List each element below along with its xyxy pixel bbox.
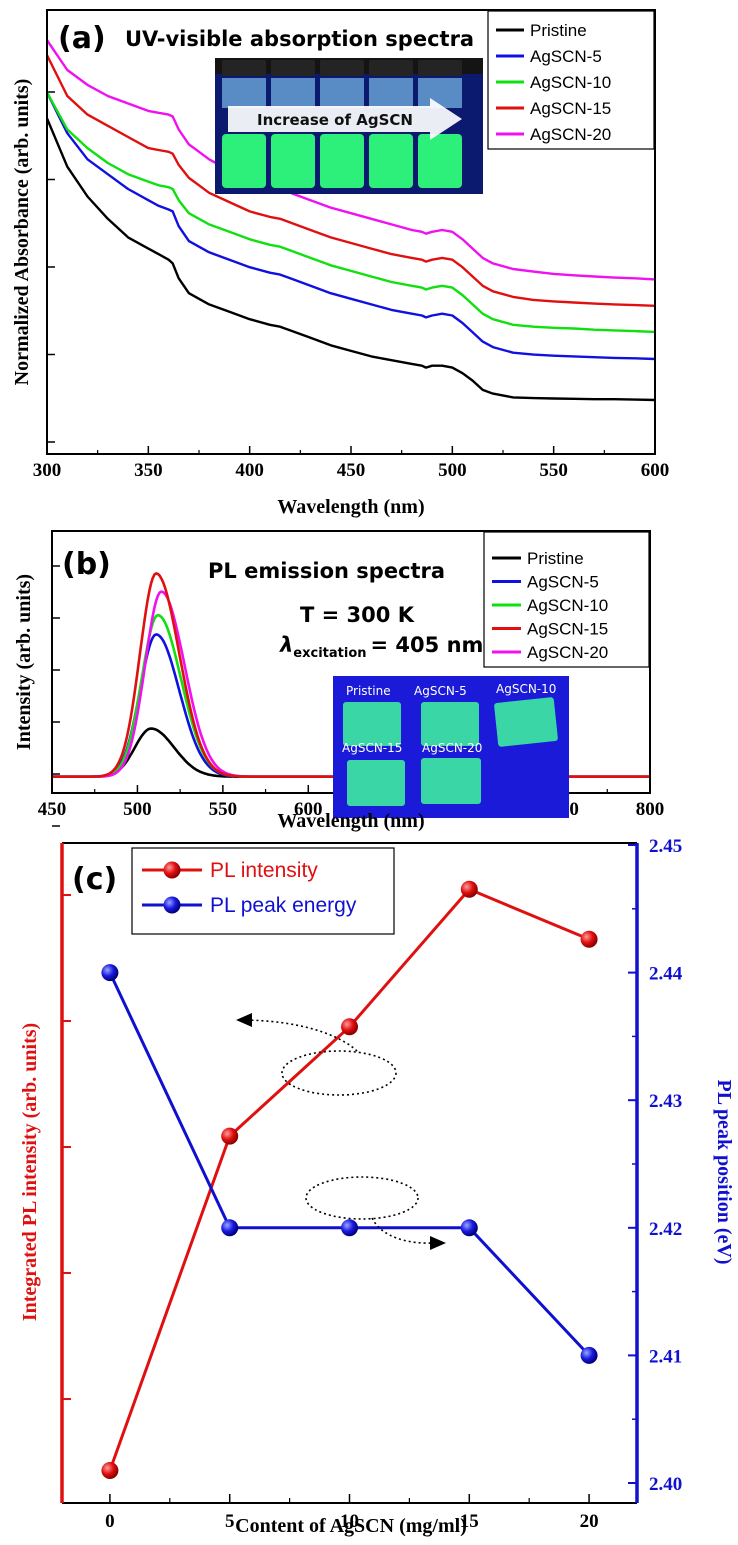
panel-b-title: PL emission spectra bbox=[208, 559, 445, 583]
panel-b-xlabel: Wavelength (nm) bbox=[277, 810, 424, 832]
excitation-condition: λexcitation = 405 nm bbox=[279, 633, 483, 661]
panel-a-ylabel: Normalized Absorbance (arb. units) bbox=[11, 79, 33, 386]
series-line-agscn-20 bbox=[46, 39, 656, 281]
panel-c-ytick-right-label: 2.43 bbox=[649, 1091, 682, 1112]
legend-label-pristine: Pristine bbox=[527, 549, 584, 568]
series-line-agscn-10 bbox=[45, 91, 656, 334]
legend-marker-pl-peak-energy bbox=[163, 896, 181, 914]
panel-b: 450500550600650700750800 (b) PL emission… bbox=[13, 530, 665, 832]
panel-a-legend: Pristine AgSCN-5 AgSCN-10 AgSCN-15 AgSCN-20 bbox=[487, 10, 655, 150]
panel-c-xtick-label: 0 bbox=[105, 1511, 115, 1532]
legend-label-agscn-10: AgSCN-10 bbox=[530, 73, 611, 92]
panel-a-xtick-label: 550 bbox=[539, 460, 568, 481]
panel-c-series bbox=[101, 880, 598, 1479]
film-samples-photo: Pristine AgSCN-5 AgSCN-10 AgSCN-15 AgSCN… bbox=[333, 676, 569, 818]
panel-c-xtick-label: 5 bbox=[225, 1511, 235, 1532]
panel-a: 300 350 400 450 500 550 600 (a) UV-visible abs… bbox=[11, 9, 670, 518]
panel-a-frame bbox=[46, 9, 656, 455]
panel-c: 0 5 10 15 20 2.40 2.41 2.42 2.43 2.44 2.45 (c) PL … bbox=[19, 836, 735, 1537]
panel-c-ticks: 0 5 10 15 20 2.40 2.41 2.42 2.43 2.44 2.45 bbox=[62, 836, 683, 1532]
series-point-pl-peak-energy bbox=[460, 1219, 478, 1237]
series-point-pl-peak-energy bbox=[221, 1219, 239, 1237]
panel-a-title: UV-visible absorption spectra bbox=[125, 27, 474, 51]
legend-label-agscn-10: AgSCN-10 bbox=[527, 596, 608, 615]
panel-b-xtick-label: 550 bbox=[209, 799, 238, 820]
film-label-pristine: Pristine bbox=[346, 684, 391, 698]
legend-label-agscn-20: AgSCN-20 bbox=[527, 643, 608, 662]
vial-array-photo bbox=[215, 58, 483, 194]
panel-c-xtick-label: 20 bbox=[580, 1511, 599, 1532]
panel-c-label: (c) bbox=[72, 862, 117, 897]
panel-b-xtick-label: 800 bbox=[636, 799, 665, 820]
film-label-agscn15: AgSCN-15 bbox=[342, 741, 402, 755]
panel-b-xtick-label: 450 bbox=[38, 799, 67, 820]
lambda-symbol: λ bbox=[279, 633, 293, 657]
series-point-pl-intensity bbox=[460, 880, 478, 898]
panel-b-xtick-label: 600 bbox=[294, 799, 323, 820]
legend-label-pl-intensity: PL intensity bbox=[210, 859, 318, 882]
series-point-pl-intensity bbox=[221, 1127, 239, 1145]
series-line-agscn-15 bbox=[45, 54, 656, 307]
series-line-pristine bbox=[45, 117, 656, 402]
series-point-pl-intensity bbox=[341, 1018, 358, 1036]
legend-label-pl-peak-energy: PL peak energy bbox=[210, 894, 357, 917]
film-label-agscn10: AgSCN-10 bbox=[496, 682, 556, 696]
vial-photo-caption: Increase of AgSCN bbox=[257, 111, 413, 129]
panel-c-ytick-right-label: 2.41 bbox=[649, 1346, 682, 1367]
panel-c-xtick-label: 10 bbox=[340, 1511, 359, 1532]
arrow-left-icon bbox=[236, 1013, 252, 1027]
panel-a-xtick-label: 400 bbox=[235, 460, 264, 481]
panel-a-xtick-label: 600 bbox=[641, 460, 670, 481]
legend-marker-pl-intensity bbox=[163, 861, 181, 879]
series-point-pl-intensity bbox=[101, 1462, 119, 1479]
panel-b-xtick-label: 500 bbox=[123, 799, 152, 820]
panel-b-label: (b) bbox=[62, 547, 111, 582]
panel-a-xlabel: Wavelength (nm) bbox=[277, 496, 424, 518]
panel-c-xlabel: Content of AgSCN (mg/ml) bbox=[235, 1515, 467, 1537]
series-point-pl-peak-energy bbox=[101, 964, 119, 982]
panel-c-xtick-label: 15 bbox=[460, 1511, 479, 1532]
panel-a-series bbox=[45, 39, 656, 402]
film-label-agscn20: AgSCN-20 bbox=[422, 741, 482, 755]
panel-a-label: (a) bbox=[58, 21, 106, 56]
film-label-agscn5: AgSCN-5 bbox=[414, 684, 467, 698]
panel-c-legend: PL intensity PL peak energy bbox=[131, 847, 395, 935]
legend-label-agscn-20: AgSCN-20 bbox=[530, 125, 611, 144]
lambda-value: = 405 nm bbox=[371, 633, 484, 657]
panel-b-legend: Pristine AgSCN-5 AgSCN-10 AgSCN-15 AgSCN-20 bbox=[483, 531, 650, 668]
series-point-pl-peak-energy bbox=[580, 1346, 598, 1364]
legend-label-agscn-5: AgSCN-5 bbox=[530, 47, 602, 66]
legend-label-agscn-15: AgSCN-15 bbox=[530, 99, 611, 118]
panel-c-ytick-right-label: 2.42 bbox=[649, 1219, 682, 1240]
panel-c-ylabel-right: PL peak position (eV) bbox=[713, 1079, 735, 1264]
series-point-pl-intensity bbox=[580, 930, 598, 948]
panel-a-xtick-label: 350 bbox=[134, 460, 163, 481]
temperature-condition: T = 300 K bbox=[300, 603, 415, 627]
series-line-agscn-5 bbox=[45, 91, 656, 361]
legend-label-agscn-5: AgSCN-5 bbox=[527, 573, 599, 592]
legend-label-agscn-15: AgSCN-15 bbox=[527, 620, 608, 639]
panel-c-ytick-right-label: 2.44 bbox=[649, 964, 683, 985]
lambda-subscript: excitation bbox=[293, 646, 366, 661]
legend-label-pristine: Pristine bbox=[530, 21, 587, 40]
panel-c-ytick-right-label: 2.45 bbox=[649, 836, 682, 857]
axis-hint-annotations bbox=[239, 1019, 433, 1244]
arrow-right-icon bbox=[430, 1236, 446, 1250]
series-line-pl-intensity bbox=[108, 887, 590, 1472]
panel-a-xtick-label: 300 bbox=[33, 460, 62, 481]
panel-c-ylabel-left: Integrated PL intensity (arb. units) bbox=[19, 1023, 41, 1321]
series-point-pl-peak-energy bbox=[341, 1219, 358, 1237]
panel-a-xtick-label: 450 bbox=[337, 460, 366, 481]
panel-b-ylabel: Intensity (arb. units) bbox=[13, 574, 35, 750]
panel-a-xtick-label: 500 bbox=[438, 460, 467, 481]
panel-c-ytick-right-label: 2.40 bbox=[649, 1474, 682, 1495]
